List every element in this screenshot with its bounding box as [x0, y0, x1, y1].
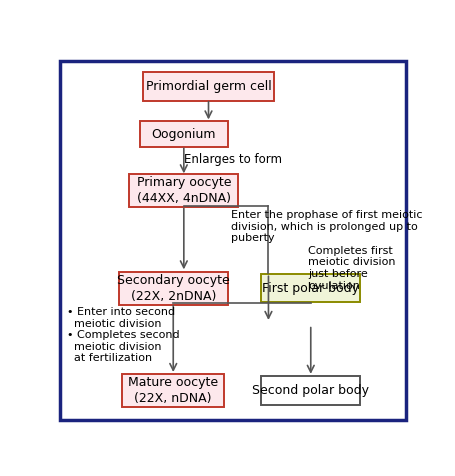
Text: Enlarges to form: Enlarges to form — [184, 153, 282, 166]
FancyBboxPatch shape — [261, 274, 360, 302]
FancyBboxPatch shape — [119, 271, 228, 305]
FancyBboxPatch shape — [143, 72, 274, 101]
Text: Primordial germ cell: Primordial germ cell — [146, 80, 271, 93]
Text: Primary oocyte
(44XX, 4nDNA): Primary oocyte (44XX, 4nDNA) — [136, 177, 231, 206]
Text: Secondary oocyte
(22X, 2nDNA): Secondary oocyte (22X, 2nDNA) — [117, 274, 230, 303]
FancyBboxPatch shape — [129, 174, 238, 208]
Text: Oogonium: Oogonium — [152, 128, 216, 140]
Text: Second polar body: Second polar body — [252, 384, 369, 397]
Text: Enter the prophase of first meiotic
division, which is prolonged up to
puberty: Enter the prophase of first meiotic divi… — [232, 210, 423, 243]
Text: Completes first
meiotic division
just before
ovulation: Completes first meiotic division just be… — [308, 246, 395, 291]
FancyBboxPatch shape — [140, 121, 228, 147]
Text: • Enter into second
  meiotic division
• Completes second
  meiotic division
  a: • Enter into second meiotic division • C… — [67, 307, 180, 364]
Text: First polar body: First polar body — [262, 281, 359, 295]
Text: Mature oocyte
(22X, nDNA): Mature oocyte (22X, nDNA) — [128, 376, 218, 405]
FancyBboxPatch shape — [261, 377, 360, 405]
FancyBboxPatch shape — [122, 374, 224, 407]
